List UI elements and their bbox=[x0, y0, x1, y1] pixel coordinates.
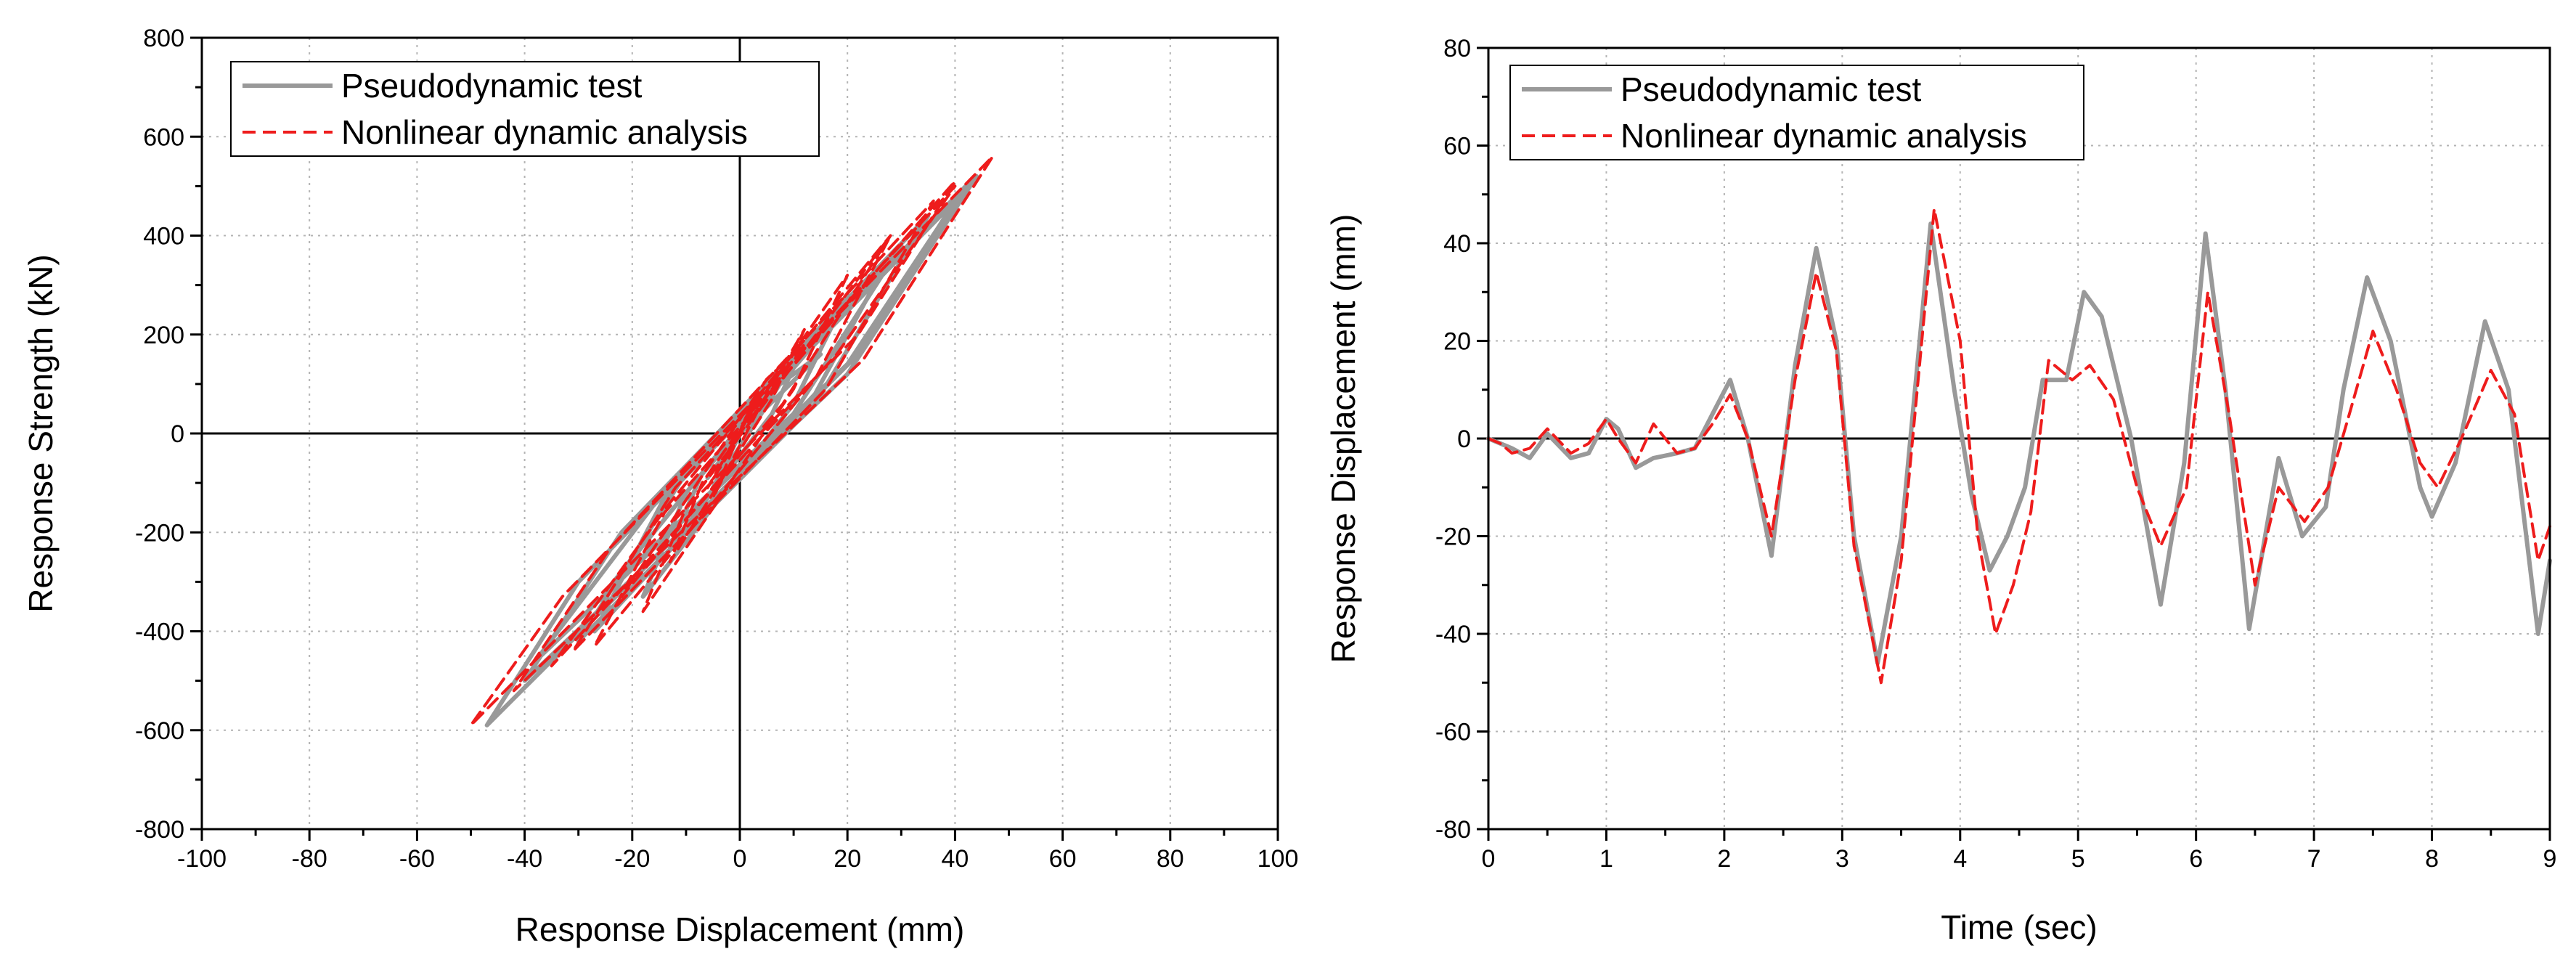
y-axis-title: Response Strength (kN) bbox=[22, 254, 60, 612]
x-tick-label: 1 bbox=[1599, 845, 1613, 873]
y-tick-label: 0 bbox=[1457, 425, 1471, 453]
x-tick-label: 4 bbox=[1953, 845, 1967, 873]
x-tick-label: 5 bbox=[2071, 845, 2085, 873]
x-tick-label: -40 bbox=[507, 845, 542, 873]
y-tick-label: 600 bbox=[143, 123, 184, 151]
y-tick-label: 200 bbox=[143, 322, 184, 349]
x-tick-label: -60 bbox=[399, 845, 435, 873]
y-axis-title: Response Displacement (mm) bbox=[1324, 214, 1362, 664]
x-tick-label: 6 bbox=[2189, 845, 2203, 873]
y-tick-label: -600 bbox=[135, 717, 184, 745]
series-line-nonlinear-dynamic-analysis bbox=[469, 155, 995, 727]
y-tick-label: -40 bbox=[1435, 621, 1471, 648]
y-tick-label: 80 bbox=[1443, 35, 1471, 62]
x-tick-label: 3 bbox=[1835, 845, 1849, 873]
y-tick-label: -60 bbox=[1435, 719, 1471, 746]
x-tick-label: 2 bbox=[1717, 845, 1731, 873]
y-tick-label: -200 bbox=[135, 519, 184, 547]
y-tick-label: 40 bbox=[1443, 230, 1471, 258]
x-axis-title: Response Displacement (mm) bbox=[515, 910, 965, 948]
hysteresis-chart: -100 -80 -60 -40 -20 0 20 40 60 80 100-800-600-400… bbox=[22, 25, 1298, 948]
plot-frame bbox=[200, 36, 1279, 831]
x-tick-label: 0 bbox=[1482, 845, 1496, 873]
y-tick-label: 60 bbox=[1443, 133, 1471, 160]
y-tick-label: 400 bbox=[143, 223, 184, 250]
legend-label: Nonlinear dynamic analysis bbox=[341, 113, 748, 151]
x-tick-label: 80 bbox=[1157, 845, 1184, 873]
legend-box bbox=[1509, 65, 2084, 160]
y-tick-label: -20 bbox=[1435, 523, 1471, 551]
x-tick-label: -20 bbox=[614, 845, 650, 873]
y-tick-label: -800 bbox=[135, 816, 184, 844]
x-tick-label: 9 bbox=[2543, 845, 2557, 873]
x-tick-label: 60 bbox=[1049, 845, 1077, 873]
y-tick-label: -400 bbox=[135, 619, 184, 646]
y-tick-label: -80 bbox=[1435, 816, 1471, 844]
x-tick-label: 0 bbox=[733, 845, 747, 873]
x-tick-label: 7 bbox=[2307, 845, 2321, 873]
y-tick-label: 800 bbox=[143, 25, 184, 52]
legend-box bbox=[230, 61, 820, 157]
series-line-nonlinear-dynamic-analysis bbox=[1487, 207, 2551, 685]
x-tick-label: 40 bbox=[941, 845, 969, 873]
time-history-chart: 0 1 2 3 4 5 6 7 8 9 -80 -60 -40 -20 0 20 40 60 80 Pseudodyn… bbox=[1324, 35, 2556, 946]
plot-frame bbox=[1487, 46, 2551, 831]
legend-label: Nonlinear dynamic analysis bbox=[1621, 117, 2027, 155]
legend-label: Pseudodynamic test bbox=[1621, 70, 1921, 108]
x-axis-title: Time (sec) bbox=[1941, 908, 2098, 946]
x-tick-label: 8 bbox=[2425, 845, 2439, 873]
x-tick-label: -100 bbox=[177, 845, 227, 873]
x-tick-label: -80 bbox=[292, 845, 327, 873]
x-tick-label: 100 bbox=[1258, 845, 1299, 873]
y-tick-label: 0 bbox=[171, 420, 184, 448]
series-line-pseudodynamic-test bbox=[1486, 221, 2552, 666]
x-tick-label: 20 bbox=[833, 845, 861, 873]
y-tick-label: 20 bbox=[1443, 328, 1471, 356]
legend-label: Pseudodynamic test bbox=[341, 67, 642, 105]
